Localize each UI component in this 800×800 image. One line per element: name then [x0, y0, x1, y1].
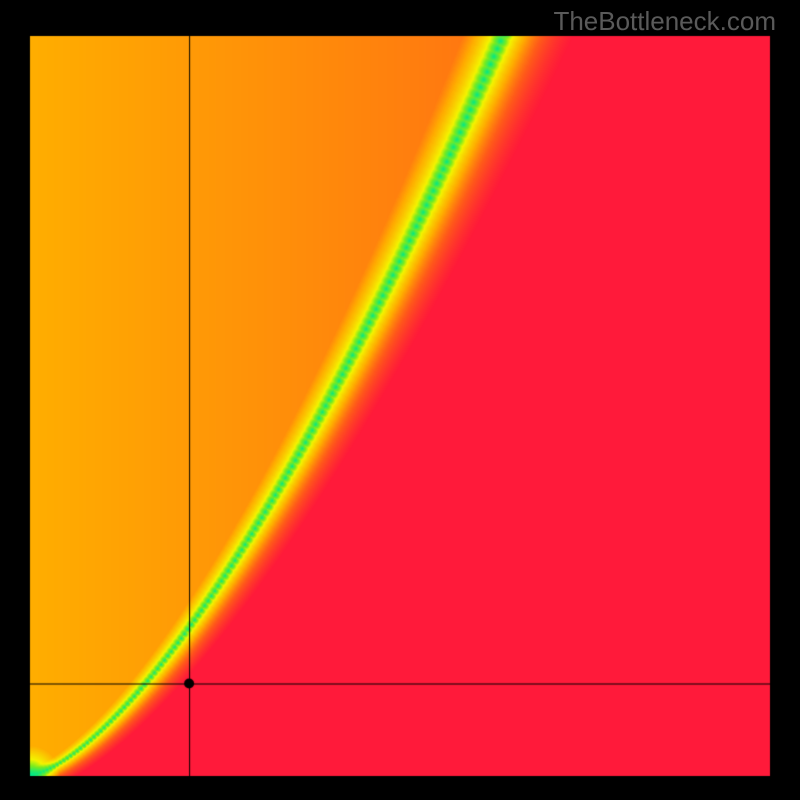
bottleneck-heatmap	[0, 0, 800, 800]
watermark-text: TheBottleneck.com	[553, 6, 776, 37]
chart-container: TheBottleneck.com	[0, 0, 800, 800]
